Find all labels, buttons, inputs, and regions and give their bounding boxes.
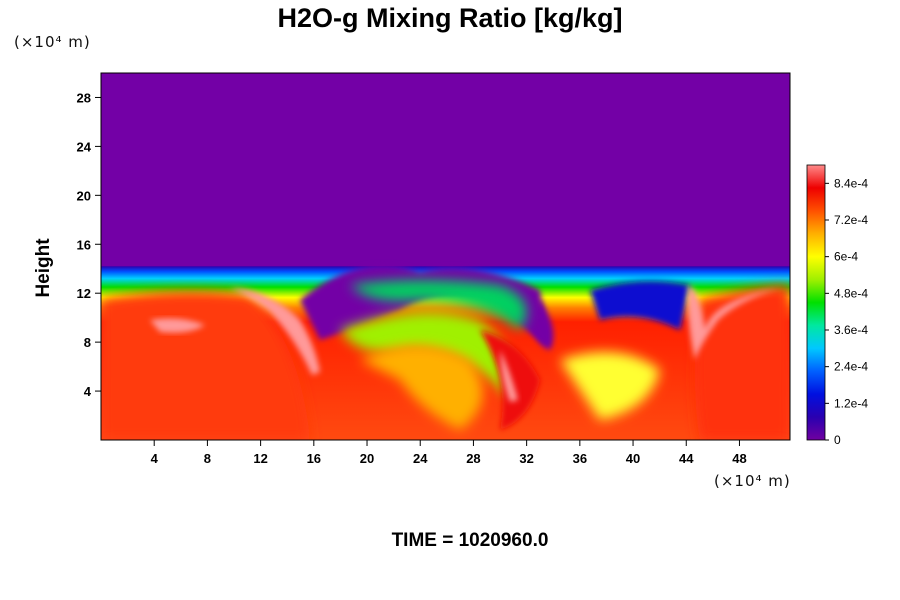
x-tick-label: 8 [204,451,211,466]
colorbar-label: 2.4e-4 [834,360,868,374]
dry-intrusion-right [590,281,690,330]
x-tick-label: 20 [360,451,374,466]
x-tick-label: 28 [466,451,480,466]
plume-center [500,350,518,402]
x-tick-label: 44 [679,451,694,466]
x-unit-label: (×10⁴ m) [714,472,791,490]
y-tick-label: 4 [84,384,92,399]
colorbar-label: 1.2e-4 [834,396,868,410]
x-tick-label: 16 [307,451,321,466]
green-band [350,280,527,330]
y-unit-label: (×10⁴ m) [14,33,91,51]
yellow-swirl-right [560,352,660,420]
plume-left [230,288,320,375]
colorbar-label: 8.4e-4 [834,176,868,190]
x-tick-label: 40 [626,451,640,466]
y-tick-label: 12 [77,286,91,301]
y-axis: 4 8 12 16 20 24 28 [77,90,101,399]
colorbar-label: 7.2e-4 [834,213,868,227]
y-tick-label: 24 [77,139,92,154]
plot-frame [100,72,791,441]
x-tick-label: 48 [732,451,746,466]
warm-region-left [101,291,310,440]
chart-title: H2O-g Mixing Ratio [kg/kg] [277,3,623,33]
colorbar-label: 0 [834,433,841,447]
yellow-green-swirl [340,312,512,400]
colorbar-label: 6e-4 [834,250,858,264]
orange-swirl [360,345,483,430]
x-axis: 4 8 12 16 20 24 28 32 36 40 44 48 [151,440,747,466]
warm-region-right [695,285,790,440]
x-tick-label: 32 [519,451,533,466]
y-tick-label: 8 [84,335,91,350]
colorbar: 0 1.2e-4 2.4e-4 3.6e-4 4.8e-4 6e-4 7.2e-4 8.4e-… [806,164,868,447]
plume-left-small [150,318,205,333]
colorbar-label: 3.6e-4 [834,323,868,337]
plume-right [687,285,780,360]
time-label: TIME = 1020960.0 [391,530,549,551]
colorbar-label: 4.8e-4 [834,286,868,300]
x-tick-label: 24 [413,451,428,466]
dry-notch [530,300,554,350]
colorbar-ramp [806,164,826,441]
x-tick-label: 36 [573,451,587,466]
plot-area [100,72,791,441]
y-tick-label: 16 [77,237,91,252]
x-tick-label: 12 [253,451,267,466]
mixing-ratio-field [101,265,790,440]
x-tick-label: 4 [151,451,159,466]
y-tick-label: 20 [77,188,91,203]
y-tick-label: 28 [77,90,91,105]
